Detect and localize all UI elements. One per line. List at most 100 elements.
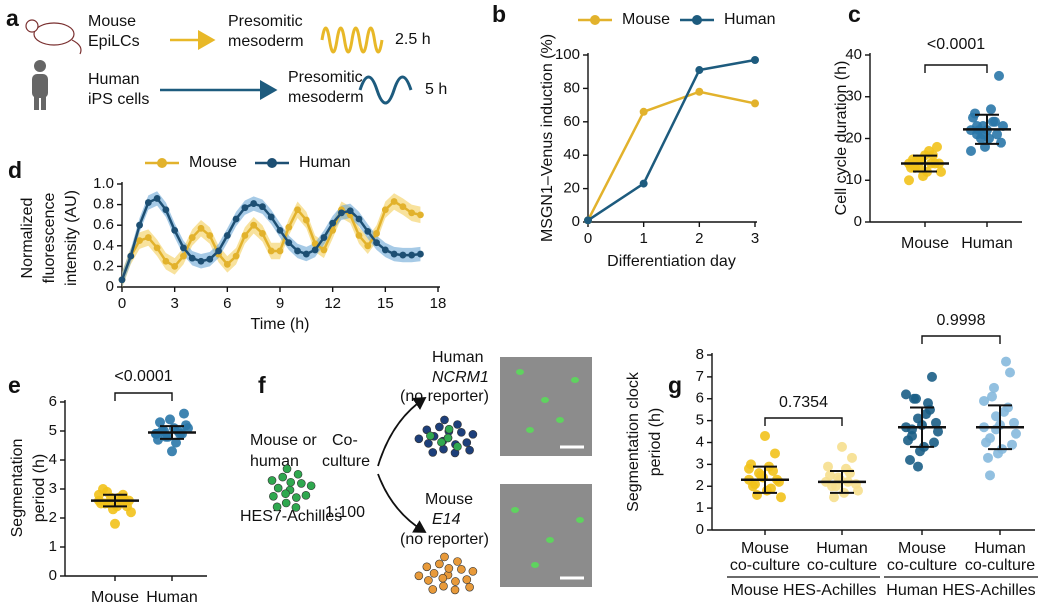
cell — [438, 573, 448, 583]
x-tick-label: Human — [974, 540, 1026, 557]
data-point — [695, 87, 704, 96]
data-point — [399, 251, 407, 259]
data-point — [825, 470, 835, 481]
cell-spot — [556, 417, 564, 423]
data-point — [966, 146, 976, 157]
data-point — [171, 437, 181, 448]
data-point — [417, 250, 424, 258]
legend-marker — [157, 158, 167, 168]
cell — [435, 559, 444, 569]
y-tick-label: 3 — [696, 455, 704, 472]
cell — [462, 575, 472, 584]
x-tick-label: Mouse — [91, 589, 139, 605]
data-point — [259, 230, 266, 237]
data-point — [364, 242, 372, 250]
data-point — [901, 389, 911, 400]
x-tick-label: 9 — [276, 295, 284, 312]
cell — [281, 498, 291, 508]
cell — [440, 415, 449, 425]
cell — [439, 581, 448, 591]
group-label: Human HES-Achilles — [886, 582, 1035, 599]
x-tick-label: 15 — [377, 295, 394, 312]
y-tick-label: 60 — [563, 113, 580, 130]
data-point — [311, 246, 319, 254]
cell — [306, 481, 316, 491]
cell — [291, 503, 301, 512]
y-tick-label: 2 — [49, 509, 57, 526]
label: iPS cells — [88, 91, 149, 108]
data-point — [584, 216, 592, 225]
data-point — [639, 107, 648, 116]
panel-letter: f — [258, 372, 266, 398]
y-tick-label: 1 — [696, 499, 704, 516]
panel-a: a Mouse EpiLCs Presomitic mesoderm 2.5 h… — [6, 5, 447, 110]
legend-label: Mouse — [189, 154, 237, 171]
data-point — [94, 489, 104, 500]
cell — [426, 431, 435, 441]
data-point — [173, 426, 183, 436]
cell — [450, 585, 460, 595]
y-tick-label: 6 — [696, 390, 704, 407]
y-tick-label: 10 — [845, 171, 862, 188]
y-tick-label: 40 — [845, 46, 862, 63]
cell-spot — [531, 562, 539, 568]
x-tick-label: Human — [961, 235, 1013, 252]
cell — [282, 464, 292, 474]
x-tick-label: Human — [146, 589, 198, 605]
legend-marker — [692, 15, 702, 25]
cell — [465, 582, 474, 592]
data-point — [364, 227, 372, 235]
data-point — [760, 430, 770, 441]
data-point — [232, 252, 240, 260]
data-point — [206, 232, 214, 239]
data-point — [831, 481, 841, 492]
label: 2.5 h — [395, 31, 431, 48]
cell-spot — [576, 517, 584, 523]
human-icon — [32, 60, 48, 110]
data-point — [1005, 367, 1015, 378]
cell — [272, 502, 282, 512]
x-tick-label: 18 — [430, 295, 447, 312]
label: Co- — [332, 432, 358, 449]
label: (no reporter) — [400, 388, 489, 405]
y-axis-label: fluorescence — [41, 193, 58, 284]
y-tick-label: 0 — [572, 213, 580, 230]
legend-label: Human — [724, 11, 776, 28]
y-tick-label: 1 — [49, 538, 57, 555]
micrograph — [500, 357, 592, 456]
data-point — [162, 206, 170, 214]
data-point — [346, 207, 354, 215]
data-point — [136, 237, 143, 245]
oscillation-icon — [358, 75, 413, 105]
y-tick-label: 0 — [49, 567, 57, 584]
data-point — [918, 171, 928, 182]
y-tick-label: 6 — [49, 393, 57, 410]
data-point — [373, 239, 380, 247]
x-tick-label: co-culture — [965, 557, 1035, 574]
arrow — [377, 397, 427, 467]
group-label: Mouse HES-Achilles — [731, 582, 877, 599]
data-point — [936, 166, 946, 177]
data-point — [776, 492, 786, 503]
data-point — [162, 257, 170, 265]
data-point — [931, 417, 941, 428]
label: Presomitic — [228, 13, 303, 30]
error-band — [122, 191, 421, 287]
data-point — [908, 154, 918, 165]
data-point — [904, 175, 914, 186]
cell — [451, 577, 460, 586]
data-point — [823, 461, 833, 472]
data-point — [983, 452, 993, 463]
y-tick-label: 0.8 — [93, 196, 114, 213]
label: HES7-Achilles — [240, 508, 342, 525]
cell — [422, 562, 432, 572]
x-tick-label: co-culture — [730, 557, 800, 574]
cell — [293, 469, 303, 479]
label: mesoderm — [228, 33, 304, 50]
label: culture — [322, 453, 370, 470]
data-point — [1011, 428, 1021, 439]
data-point — [910, 162, 920, 173]
data-point — [338, 209, 345, 217]
y-axis-label: period (h) — [31, 454, 48, 522]
y-tick-label: 4 — [696, 433, 704, 450]
